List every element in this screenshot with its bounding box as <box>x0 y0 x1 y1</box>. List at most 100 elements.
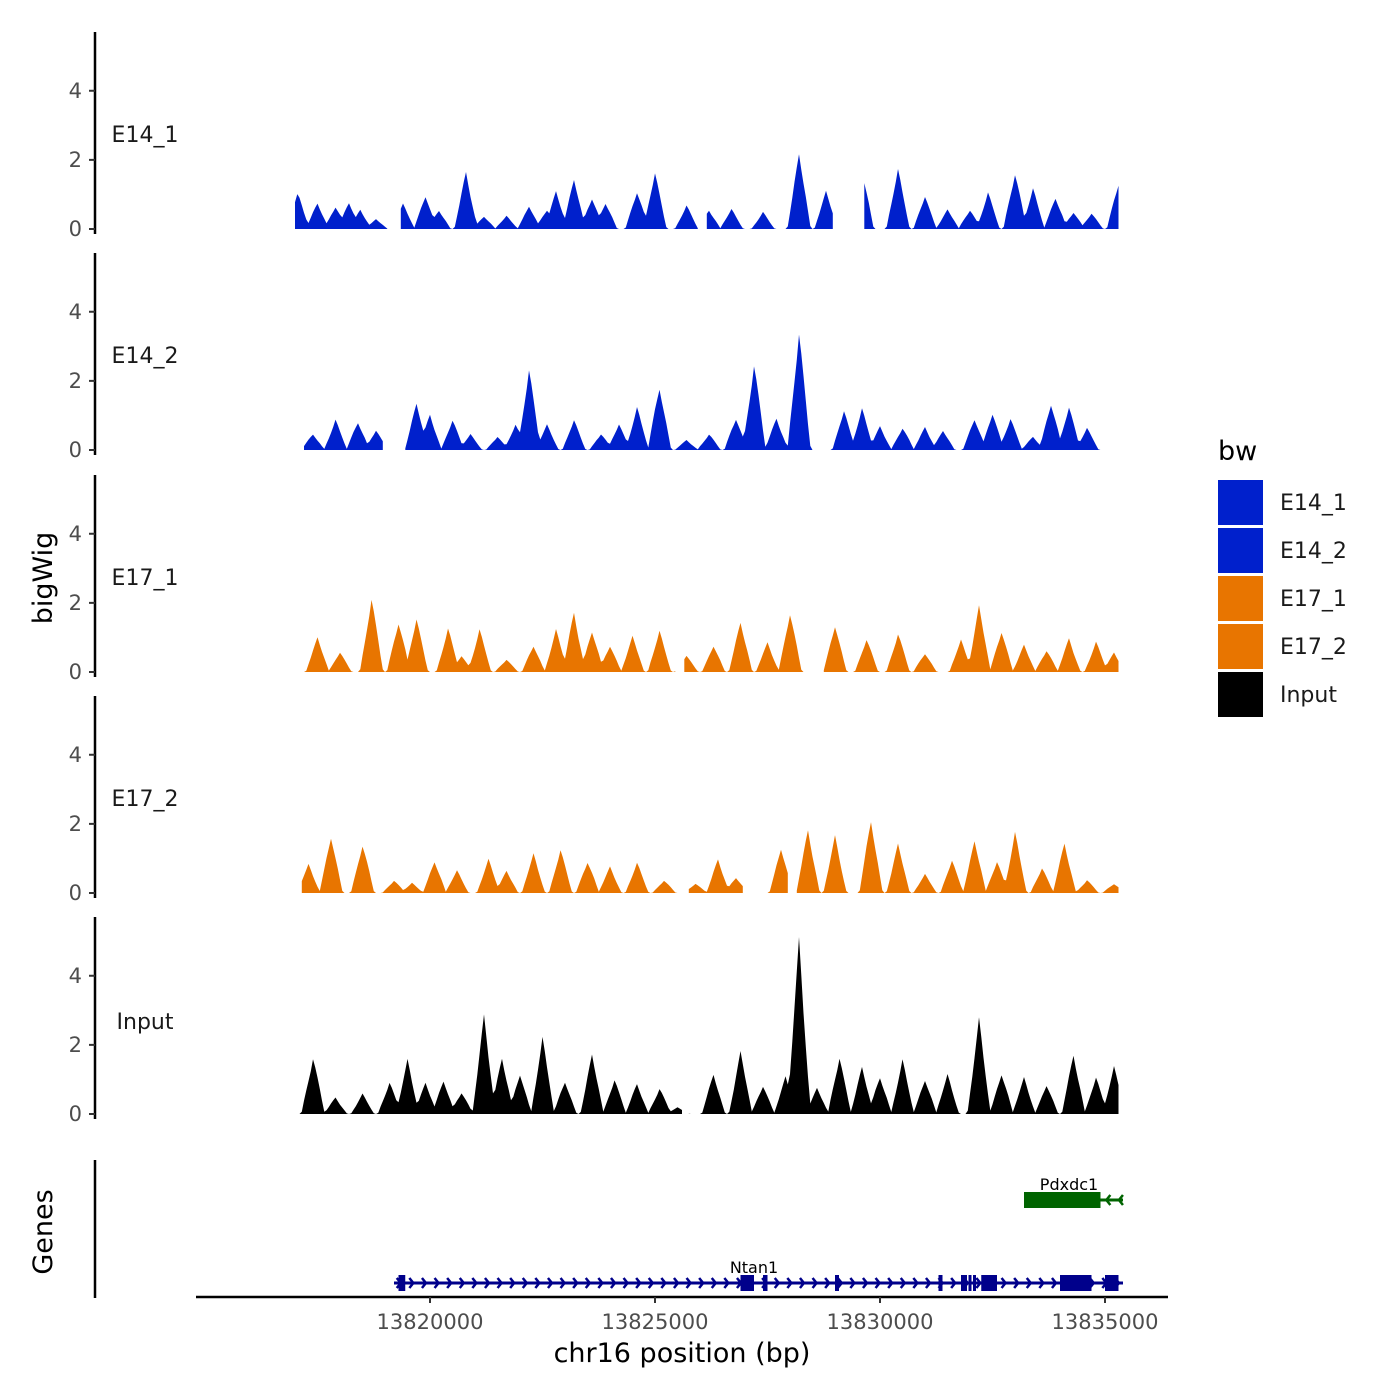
strand-chevron <box>546 1277 554 1289</box>
signal-area-E14_1 <box>295 194 388 229</box>
signal-area-E17_2 <box>796 822 1119 893</box>
track-E17_1: 0 2 4 E17_1 <box>69 475 1119 684</box>
strand-chevron <box>672 1277 680 1289</box>
strand-chevron <box>1025 1277 1033 1289</box>
strand-chevron <box>471 1277 478 1289</box>
x-axis: 13820000 13825000 13830000 13835000 <box>196 1295 1168 1334</box>
y-axis-title: bigWig <box>28 532 59 625</box>
strand-chevron <box>1117 1194 1124 1206</box>
legend-label-E14_2: E14_2 <box>1280 539 1347 564</box>
signal-area-E14_2 <box>405 334 1103 450</box>
signal-area-E17_2 <box>765 849 788 893</box>
track-Input: 0 2 4 Input <box>69 917 1119 1126</box>
strand-chevron <box>433 1277 441 1289</box>
strand-chevron <box>647 1277 655 1289</box>
strand-chevron <box>1104 1194 1112 1206</box>
strand-chevron <box>572 1277 579 1289</box>
legend-label-E17_1: E17_1 <box>1280 587 1347 612</box>
gene-exon <box>398 1275 406 1291</box>
y-tick-label: 2 <box>69 591 82 615</box>
gene-Ntan1: Ntan1 <box>394 1258 1123 1291</box>
gene-Pdxdc1: Pdxdc1 <box>1024 1175 1124 1208</box>
signal-area-E17_1 <box>684 615 815 672</box>
legend-swatch-E14_1 <box>1218 480 1263 525</box>
genes-axis-title: Genes <box>28 1189 59 1274</box>
track-E17_2: 0 2 4 E17_2 <box>69 696 1119 905</box>
gene-exon <box>981 1275 997 1291</box>
signal-area-E14_1 <box>706 154 833 229</box>
signal-area-E17_1 <box>823 605 1119 672</box>
strand-chevron <box>811 1277 819 1289</box>
signal-tracks: 0 2 4 E14_1 0 2 4 E14_2 0 2 4 E17_1 0 2 4 E17_2 0 2 4 Input <box>69 32 1119 1126</box>
strand-chevron <box>609 1277 617 1289</box>
y-tick-label: 4 <box>69 300 82 324</box>
strand-chevron <box>710 1277 718 1289</box>
x-axis-title: chr16 position (bp) <box>554 1338 811 1369</box>
legend-swatch-E17_1 <box>1218 576 1263 621</box>
strand-chevron <box>483 1277 491 1289</box>
strand-chevron <box>874 1277 882 1289</box>
track-E14_1: 0 2 4 E14_1 <box>69 32 1119 241</box>
signal-area-E14_2 <box>304 419 383 450</box>
strand-chevron <box>1038 1277 1045 1289</box>
gene-exon <box>1024 1192 1101 1208</box>
legend-label-E17_2: E17_2 <box>1280 635 1347 660</box>
strand-chevron <box>597 1277 604 1289</box>
strand-chevron <box>861 1277 869 1289</box>
legend: bw E14_1 E14_2 E17_1 E17_2 Input <box>1218 436 1347 717</box>
gene-exon <box>835 1275 839 1291</box>
strand-chevron <box>798 1277 806 1289</box>
y-tick-label: 4 <box>69 79 82 103</box>
legend-title: bw <box>1218 436 1257 467</box>
strand-chevron <box>408 1277 415 1289</box>
strand-chevron <box>924 1277 932 1289</box>
legend-swatch-E14_2 <box>1218 528 1263 573</box>
y-tick-label: 4 <box>69 743 82 767</box>
strand-chevron <box>622 1277 630 1289</box>
legend-label-E14_1: E14_1 <box>1280 491 1347 516</box>
strand-chevron <box>509 1277 516 1289</box>
strand-chevron <box>559 1277 567 1289</box>
strand-chevron <box>1000 1277 1008 1289</box>
x-tick-label: 13835000 <box>1052 1310 1159 1334</box>
strand-chevron <box>950 1277 957 1289</box>
strand-chevron <box>849 1277 856 1289</box>
legend-label-Input: Input <box>1280 683 1337 708</box>
strand-chevron <box>521 1277 529 1289</box>
gene-label-Pdxdc1: Pdxdc1 <box>1040 1175 1098 1194</box>
y-tick-label: 2 <box>69 1033 82 1057</box>
track-label-E14_1: E14_1 <box>112 123 179 148</box>
strand-chevron <box>786 1277 793 1289</box>
y-tick-label: 2 <box>69 369 82 393</box>
signal-area-E14_1 <box>400 172 698 229</box>
y-tick-label: 2 <box>69 148 82 172</box>
signal-area-Input <box>688 937 1119 1114</box>
signal-area-Input <box>295 1014 682 1114</box>
strand-chevron <box>912 1277 919 1289</box>
strand-chevron <box>685 1277 693 1289</box>
strand-chevron <box>458 1277 466 1289</box>
y-tick-label: 0 <box>69 881 82 905</box>
signal-area-E17_2 <box>301 838 680 893</box>
strand-chevron <box>698 1277 705 1289</box>
strand-chevron <box>446 1277 453 1289</box>
track-label-E14_2: E14_2 <box>112 344 179 369</box>
legend-swatch-Input <box>1218 672 1263 717</box>
strand-chevron <box>496 1277 504 1289</box>
legend-swatch-E17_2 <box>1218 624 1263 669</box>
gene-label-Ntan1: Ntan1 <box>730 1258 778 1277</box>
x-tick-label: 13825000 <box>602 1310 709 1334</box>
y-tick-label: 0 <box>69 1102 82 1126</box>
y-tick-label: 4 <box>69 522 82 546</box>
strand-chevron <box>887 1277 894 1289</box>
track-label-E17_2: E17_2 <box>112 787 179 812</box>
x-tick-label: 13830000 <box>827 1310 934 1334</box>
signal-area-E14_1 <box>864 169 1119 229</box>
strand-chevron <box>836 1277 844 1289</box>
gene-exon <box>961 1275 965 1291</box>
strand-chevron <box>660 1277 667 1289</box>
strand-chevron <box>1013 1277 1020 1289</box>
gene-exon <box>740 1275 754 1291</box>
x-tick-label: 13820000 <box>377 1310 484 1334</box>
